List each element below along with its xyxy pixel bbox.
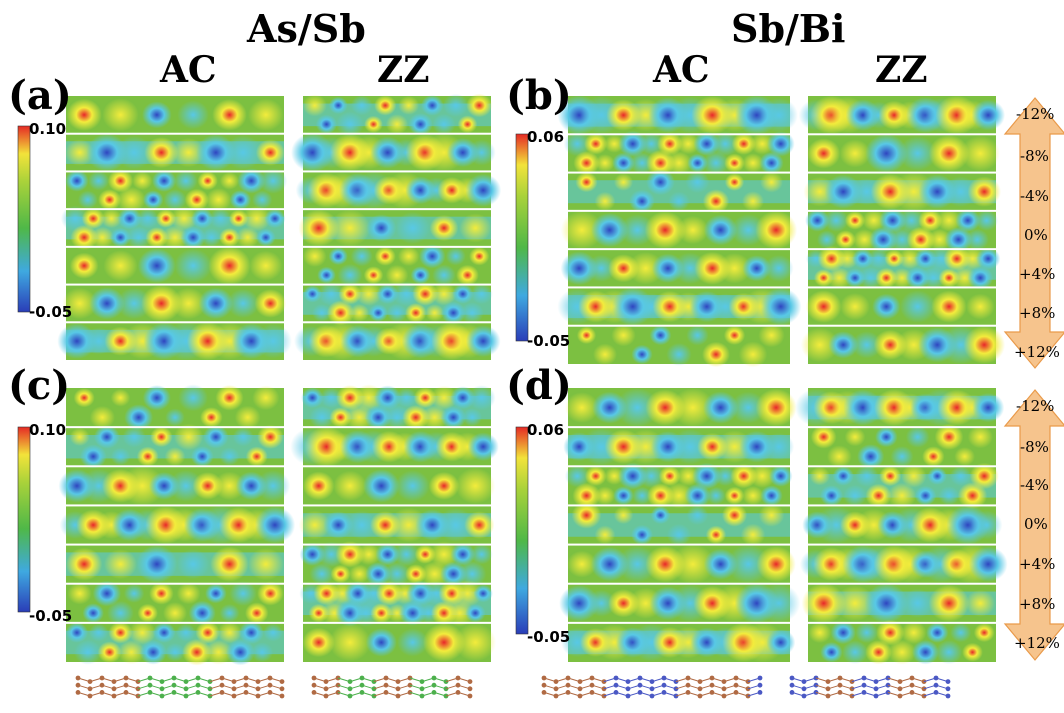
colorbar-d-max: 0.06 (527, 421, 565, 439)
title-as-sb: As/Sb (247, 6, 366, 51)
header-zz-left: ZZ (377, 49, 430, 91)
strain-top-1: -8% (1020, 147, 1049, 165)
strain-bottom-3: 0% (1024, 515, 1048, 533)
panel-label-a: (a) (8, 72, 72, 119)
panel-label-c: (c) (8, 362, 71, 409)
strain-bottom-5: +8% (1019, 595, 1056, 613)
map-panel-d-ac (559, 387, 801, 663)
colorbar-b-max: 0.06 (527, 128, 565, 146)
strain-arrows (1003, 97, 1064, 661)
strain-top-2: -4% (1020, 187, 1049, 205)
colorbar-c-max: 0.10 (29, 421, 67, 439)
map-panel-a-zz (291, 93, 502, 361)
strain-bottom-2: -4% (1020, 476, 1049, 494)
strain-top-3: 0% (1024, 226, 1048, 244)
map-panel-b-ac (557, 95, 802, 368)
header-ac-right: AC (653, 49, 710, 91)
lattice-as-sb-ac (75, 675, 285, 699)
colorbar-d (515, 426, 529, 635)
map-panel-c-ac (58, 384, 296, 666)
panel-label-d: (d) (506, 362, 572, 409)
strain-top-0: -12% (1016, 105, 1055, 123)
colorbar-a-max: 0.10 (29, 120, 67, 138)
colorbar-a-min: -0.05 (29, 303, 73, 321)
strain-top-5: +8% (1019, 304, 1056, 322)
strain-top-4: +4% (1019, 265, 1056, 283)
map-panel-d-zz (795, 388, 1008, 665)
header-zz-right: ZZ (875, 49, 928, 91)
colorbar-d-min: -0.05 (527, 628, 571, 646)
lattice-as-sb-zz (311, 675, 473, 699)
lattice-sb-bi-ac (541, 675, 763, 699)
colorbar-c (17, 426, 31, 613)
colorbars (17, 125, 529, 635)
map-panel-a-ac (57, 96, 292, 361)
strain-bottom-1: -8% (1020, 438, 1049, 456)
panel-label-b: (b) (506, 72, 572, 119)
map-panel-b-zz (798, 95, 1006, 365)
atomic-lattices (75, 675, 951, 699)
strain-bottom-0: -12% (1016, 397, 1055, 415)
title-sb-bi: Sb/Bi (731, 6, 846, 51)
colorbar-c-min: -0.05 (29, 607, 73, 625)
colorbar-b-min: -0.05 (527, 332, 571, 350)
lattice-sb-bi-zz (789, 675, 951, 699)
strain-bottom-6: +12% (1014, 634, 1060, 652)
colorbar-a (17, 125, 31, 313)
strain-arrow-top (1003, 97, 1064, 369)
strain-arrow-bottom (1003, 389, 1064, 661)
map-panel-c-zz (290, 384, 499, 662)
strain-bottom-4: +4% (1019, 555, 1056, 573)
density-maps (57, 93, 1008, 666)
header-ac-left: AC (160, 49, 217, 91)
colorbar-b (515, 133, 529, 342)
strain-top-6: +12% (1014, 343, 1060, 361)
